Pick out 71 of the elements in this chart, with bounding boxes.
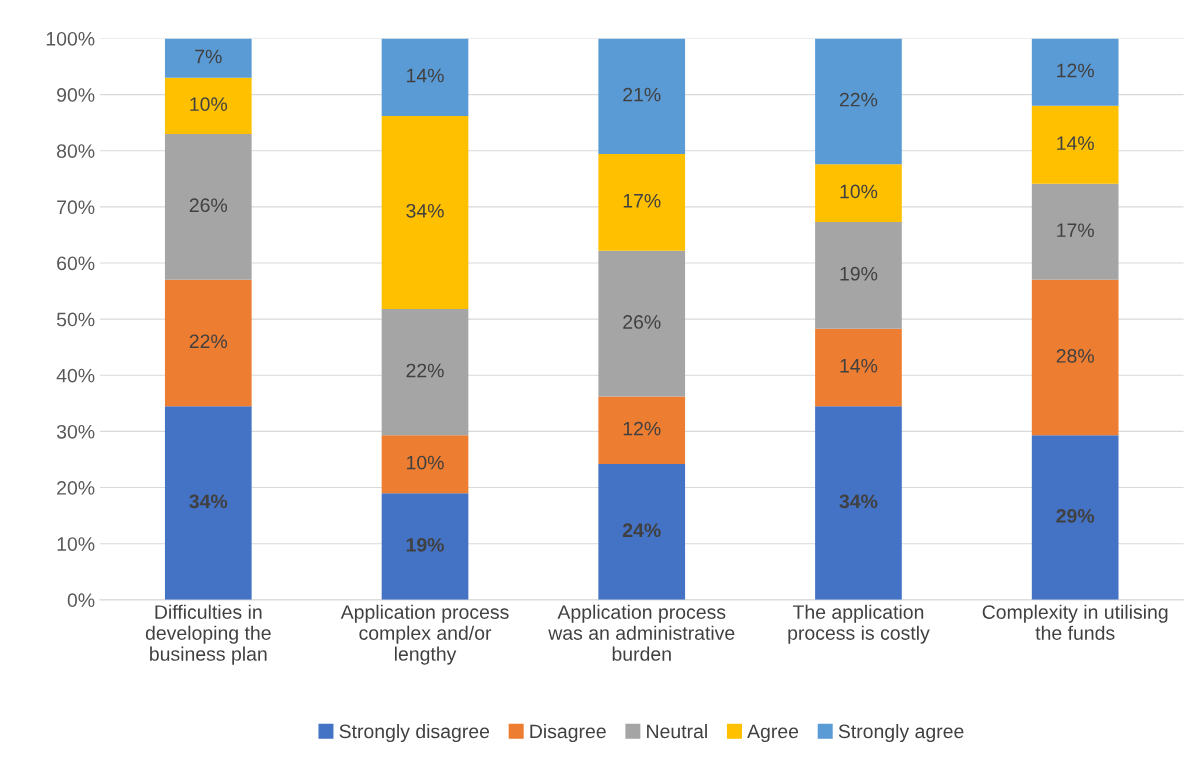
y-tick-label: 40% (56, 368, 95, 383)
x-tick-label: Difficulties in developing the business plan (145, 604, 271, 665)
bar (815, 328, 902, 407)
data-label: 10% (190, 97, 228, 112)
data-label: 21% (623, 87, 661, 102)
y-tick-label: 0% (67, 593, 95, 608)
data-label: 14% (407, 68, 444, 83)
x-tick-label: Complexity in utilising the funds (982, 604, 1168, 640)
bar (381, 115, 469, 310)
data-label: 34% (189, 494, 228, 509)
data-label: 12% (623, 421, 661, 436)
data-label: 17% (1057, 223, 1094, 237)
bar (381, 38, 469, 116)
bar (815, 164, 902, 223)
bar (1031, 105, 1119, 184)
data-label: 10% (407, 455, 444, 470)
bar (164, 77, 252, 134)
bar (598, 154, 686, 251)
data-label: 34% (839, 494, 878, 509)
bar (815, 38, 902, 165)
data-label: 29% (1056, 509, 1095, 523)
bar (164, 279, 252, 407)
data-label: 22% (839, 92, 878, 107)
data-label: 26% (623, 315, 661, 329)
bar (598, 250, 686, 397)
bar (598, 38, 686, 155)
data-label: 12% (1057, 63, 1094, 78)
data-label: 24% (622, 523, 661, 538)
data-label: 22% (189, 334, 228, 349)
bar (381, 435, 469, 494)
y-tick-label: 10% (57, 537, 95, 551)
data-label: 34% (406, 203, 444, 218)
y-tick-label: 90% (57, 88, 95, 102)
bar (164, 133, 252, 280)
legend-label: Disagree (530, 723, 606, 743)
data-label: 17% (623, 193, 661, 208)
bar (1031, 38, 1119, 106)
y-tick-label: 20% (57, 481, 95, 495)
data-label: 19% (840, 266, 878, 281)
data-label: 14% (840, 358, 878, 373)
y-tick-label: 100% (46, 31, 95, 46)
data-label: 7% (195, 49, 222, 64)
y-tick-label: 70% (57, 200, 95, 215)
bar (1031, 435, 1119, 600)
data-label: 22% (406, 363, 444, 378)
data-label: 14% (1057, 136, 1094, 150)
bar (598, 463, 686, 600)
y-tick-label: 30% (56, 424, 95, 439)
x-tick-label: Application process was an administrative burden (548, 604, 735, 661)
bar (381, 309, 469, 436)
bar (381, 493, 469, 600)
legend-label: Strongly disagree (339, 723, 490, 743)
bar (815, 222, 902, 329)
bar (815, 406, 902, 600)
y-tick-label: 60% (57, 256, 95, 271)
bar (1031, 279, 1119, 436)
data-label: 28% (1056, 349, 1094, 363)
data-label: 19% (406, 537, 444, 552)
legend-label: Neutral (647, 723, 707, 739)
x-tick-label: The application process is costly (788, 604, 930, 644)
legend-label: Agree (747, 724, 799, 743)
bar (598, 396, 686, 464)
y-tick-label: 50% (56, 312, 95, 327)
bar (164, 38, 252, 78)
data-label: 26% (189, 198, 228, 213)
legend-label: Strongly agree (838, 723, 964, 743)
bar (1031, 183, 1119, 280)
x-tick-label: Application process complex and/or lengthy (340, 604, 509, 665)
bar (164, 406, 252, 600)
data-label: 10% (840, 184, 878, 199)
y-tick-label: 80% (57, 144, 95, 158)
